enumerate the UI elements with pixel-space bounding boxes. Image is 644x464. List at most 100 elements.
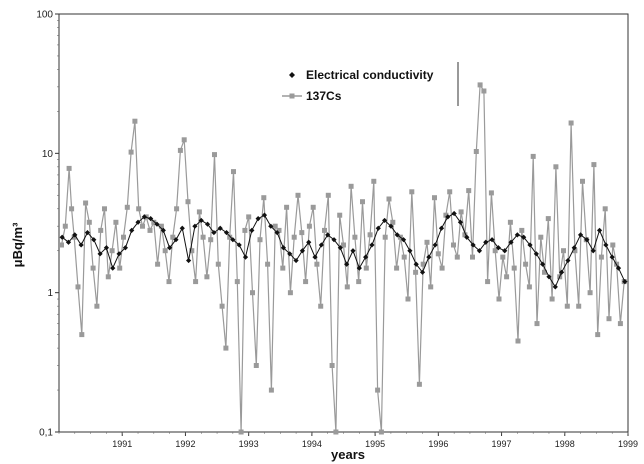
data-point [110,265,116,271]
data-point [306,239,312,245]
data-point [545,216,551,222]
data-point [204,221,211,227]
data-point [75,284,81,290]
data-point [419,269,426,275]
data-point [299,248,306,254]
data-point [603,242,609,248]
data-point [102,206,107,212]
data-point [580,178,585,184]
data-point [540,261,546,267]
data-point [595,332,601,338]
y-axis-label: μBq/m³ [10,222,25,267]
data-point [155,261,161,267]
data-point [234,279,240,285]
data-point [451,210,457,217]
data-point [113,219,119,225]
x-axis-label: years [331,447,365,462]
data-point [79,332,85,338]
data-point [466,188,472,194]
data-point [105,274,111,280]
legend-label: 137Cs [306,89,342,103]
data-point [231,169,236,175]
data-point [610,242,616,248]
data-point [426,254,432,260]
data-point [257,237,263,243]
data-point [103,245,110,251]
x-tick-label: 1993 [239,439,259,449]
data-point [432,195,437,201]
data-point [337,245,343,251]
data-point [577,232,584,238]
data-point [477,82,483,88]
data-point [122,245,128,251]
data-point [141,214,147,220]
data-point [261,212,268,218]
data-point [409,189,415,195]
data-point [420,261,426,267]
data-point [65,239,72,245]
data-point [546,274,552,280]
data-point [284,204,290,210]
data-point [553,164,559,170]
data-point [511,265,517,271]
data-point [230,237,236,243]
data-point [268,223,274,229]
data-point [66,165,72,171]
data-point [72,232,78,238]
data-point [457,219,464,225]
data-point [90,265,96,271]
x-tick-label: 1994 [302,439,322,449]
series-137cs [59,82,627,435]
data-point [147,227,153,233]
data-point [568,120,574,126]
data-point [189,248,195,254]
data-point [483,239,489,245]
data-point [331,237,337,243]
data-point [352,234,358,240]
data-point [504,274,510,280]
data-point [617,321,623,327]
data-point [276,227,282,233]
data-point [325,192,331,198]
data-point [576,303,582,309]
data-point [481,88,487,94]
data-point [561,248,566,254]
data-point [223,345,229,351]
data-point [242,254,249,260]
data-point [299,230,305,236]
data-point [186,257,192,264]
data-point [160,227,166,233]
data-point [515,338,521,344]
data-point [192,223,198,229]
x-tick-label: 1997 [492,439,512,449]
data-point [179,225,185,231]
data-point [86,219,92,225]
data-point [265,261,271,267]
data-point [78,242,84,248]
data-point [69,206,75,212]
data-point [135,219,141,225]
data-point [268,387,274,393]
data-point [124,204,130,210]
data-point [83,200,89,206]
data-point [615,265,622,271]
data-point [117,265,123,271]
data-point [533,251,539,257]
data-point [606,316,612,322]
data-point [236,242,242,248]
y-tick-label: 1 [47,288,53,299]
data-point [132,118,138,124]
x-tick-label: 1995 [365,439,385,449]
data-point [565,257,571,264]
data-point [318,303,324,309]
data-point [128,149,134,155]
data-point [219,303,225,309]
data-point [167,245,173,251]
x-tick-label: 1998 [555,439,575,449]
data-point [151,219,157,225]
data-point [571,245,577,251]
data-point [451,242,456,248]
data-point [445,214,451,220]
data-point [166,279,172,285]
